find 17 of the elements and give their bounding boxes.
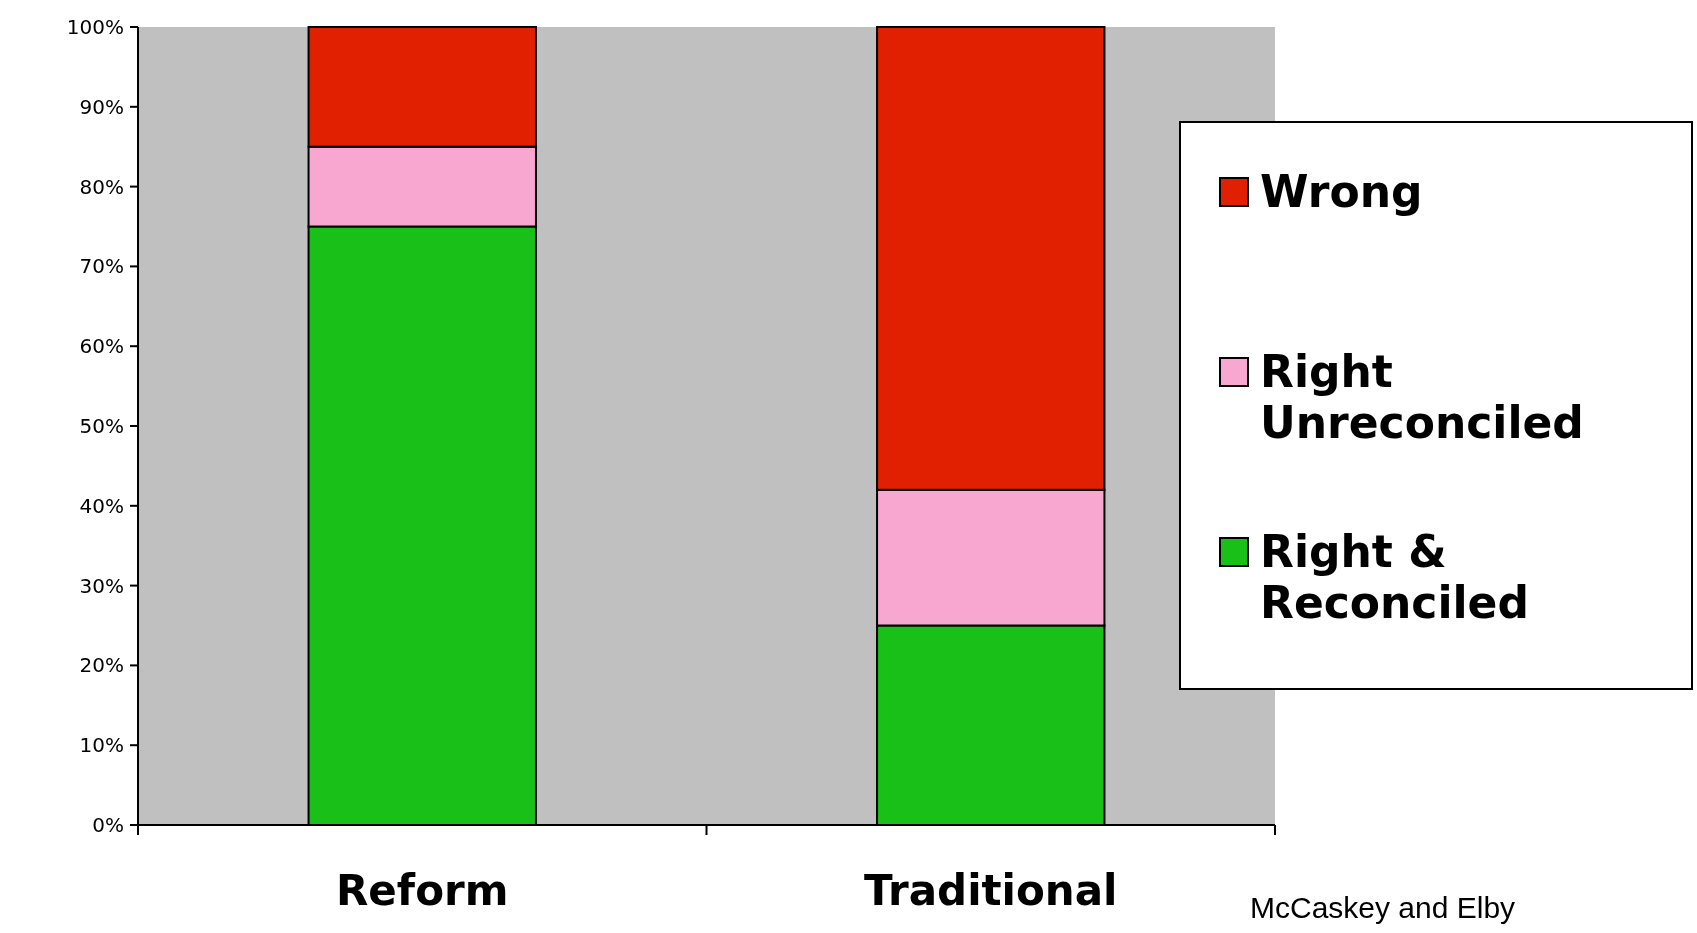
y-tick-label: 20% <box>79 653 124 678</box>
y-tick-label: 10% <box>79 733 124 758</box>
y-tick-label: 0% <box>92 813 124 837</box>
y-tick-label: 50% <box>79 414 124 438</box>
y-tick-label: 60% <box>79 334 124 359</box>
legend-label: Right Unreconciled <box>1260 346 1584 448</box>
legend-label: Wrong <box>1260 166 1423 218</box>
legend-label: Right & Reconciled <box>1260 526 1529 628</box>
y-tick-label: 70% <box>79 254 124 279</box>
y-tick-label: 30% <box>79 573 124 598</box>
x-tick-label: Traditional <box>863 866 1118 915</box>
y-tick-label: 80% <box>79 174 124 199</box>
y-tick-label: 40% <box>79 493 124 518</box>
text: McCaskey and Elby <box>1250 891 1516 924</box>
y-tick-label: 100% <box>66 15 124 39</box>
x-tick-label: Reform <box>336 866 509 915</box>
y-tick-label: 90% <box>79 94 124 119</box>
